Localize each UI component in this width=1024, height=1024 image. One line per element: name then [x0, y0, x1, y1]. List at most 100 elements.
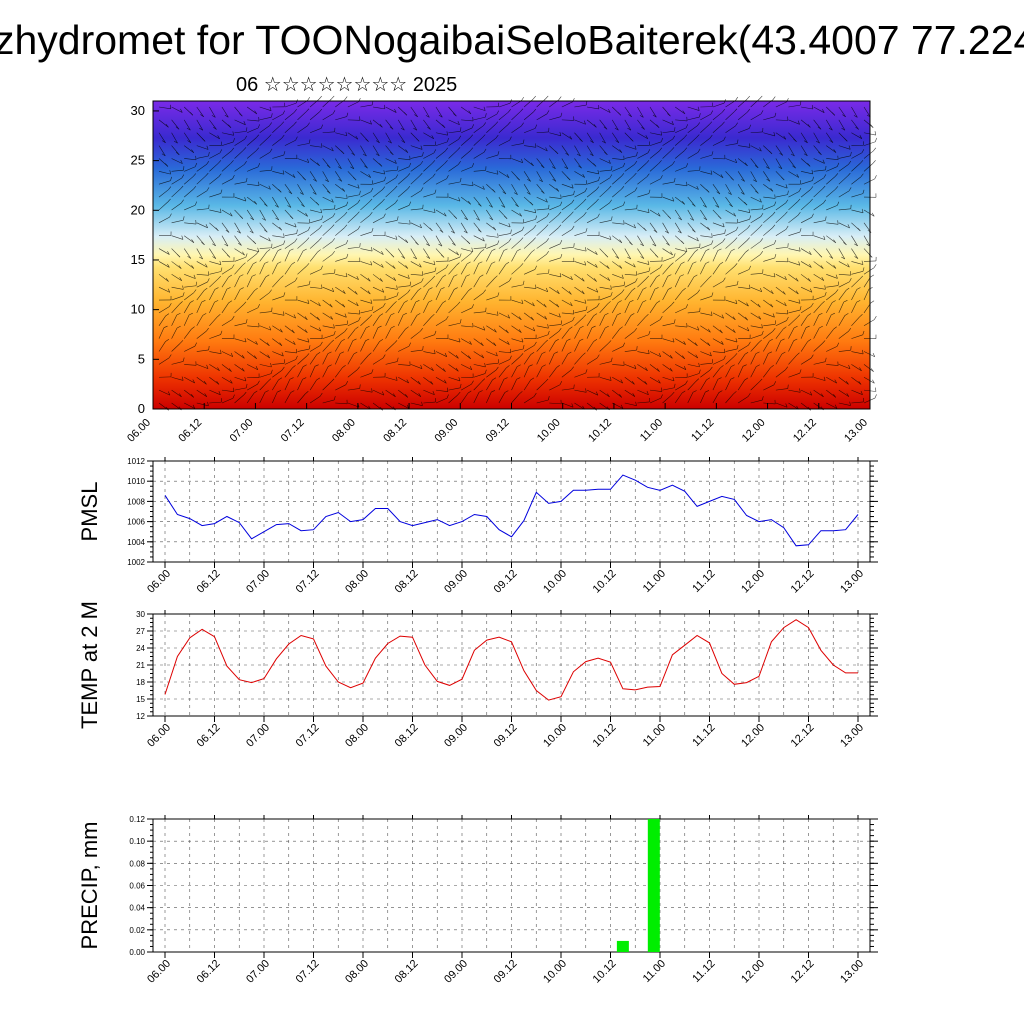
wind-barb	[158, 286, 170, 293]
wind-barb	[737, 111, 748, 121]
wind-barb	[297, 230, 309, 236]
wind-barb	[536, 325, 549, 329]
wind-barb-flag	[191, 149, 195, 153]
wind-barb-flag	[639, 115, 644, 118]
wind-barb	[335, 227, 345, 236]
wind-barb	[246, 209, 255, 221]
wind-barb-flag	[165, 339, 170, 342]
grid	[153, 614, 870, 716]
wind-barb	[523, 111, 534, 121]
wind-barb-flag	[585, 228, 588, 233]
wind-barb	[158, 201, 169, 211]
wind-barb	[473, 222, 482, 233]
wind-barb	[586, 315, 594, 326]
wind-barb	[712, 264, 720, 275]
wind-barb-flag	[685, 304, 689, 309]
wind-barb-flag	[683, 134, 688, 138]
wind-barb	[398, 389, 408, 398]
wind-barb-flag	[407, 173, 411, 177]
wind-barb-flag	[440, 254, 445, 258]
wind-barb-flag	[642, 300, 647, 303]
wind-barb-flag	[281, 366, 285, 371]
wind-barb	[498, 392, 506, 404]
wind-barb	[851, 289, 858, 301]
wind-barb-flag	[316, 316, 320, 321]
wind-barb-flag	[855, 126, 859, 130]
x-tick-label: 07.00	[244, 958, 272, 986]
wind-barb	[435, 288, 442, 301]
wind-barb	[775, 286, 786, 295]
wind-barb-flag	[672, 135, 676, 140]
wind-barb	[561, 229, 573, 236]
x-tick-label: 11.00	[641, 722, 668, 749]
wind-barb	[574, 340, 580, 352]
wind-barb-flag	[513, 192, 518, 195]
wind-barb-flag	[607, 393, 610, 398]
wind-barb-flag	[344, 211, 348, 216]
wind-barb	[737, 184, 745, 195]
wind-barb	[662, 130, 675, 134]
wind-barb	[448, 387, 461, 391]
wind-barb	[184, 145, 195, 153]
wind-barb	[372, 216, 384, 224]
wind-barb-flag	[433, 208, 436, 213]
wind-barb	[775, 202, 786, 211]
wind-barb-flag	[181, 376, 184, 381]
wind-barb-flag	[695, 378, 700, 382]
wind-barb	[788, 274, 799, 282]
wind-barb-flag	[469, 366, 473, 370]
wind-barb-flag	[603, 126, 608, 130]
wind-barb-flag	[546, 250, 549, 255]
wind-barb	[549, 183, 560, 192]
wind-barb-flag	[176, 312, 181, 316]
wind-barb-flag	[785, 225, 789, 230]
wind-barb-flag	[734, 108, 738, 112]
x-tick-label: 13.00	[838, 958, 866, 986]
wind-barb	[272, 379, 279, 391]
x-tick-label: 06.12	[195, 722, 223, 750]
wind-barb-flag	[205, 263, 208, 268]
wind-barb-flag	[356, 275, 359, 280]
wind-barb-flag	[243, 121, 246, 125]
wind-barb-flag	[376, 140, 380, 144]
wind-barb	[788, 145, 795, 157]
wind-barb	[498, 222, 511, 228]
wind-barb-flag	[226, 287, 231, 290]
wind-barb-flag	[471, 380, 474, 385]
wind-barb-flag	[205, 327, 209, 332]
wind-barb	[725, 299, 738, 304]
wind-barb-flag	[200, 114, 204, 118]
wind-barb	[322, 381, 332, 391]
wind-barb	[372, 315, 380, 326]
wind-barb	[297, 348, 310, 352]
wind-barb-flag	[670, 262, 674, 266]
wind-barb-flag	[307, 226, 311, 231]
wind-barb	[234, 222, 241, 234]
wind-barb	[687, 196, 696, 207]
wind-barb	[209, 289, 216, 301]
wind-barb-flag	[654, 254, 659, 258]
wind-barb	[662, 394, 672, 404]
wind-barb	[700, 171, 713, 175]
wind-barb-flag	[552, 178, 557, 182]
wind-barb-flag	[468, 110, 472, 115]
wind-barb-flag	[419, 172, 423, 177]
wind-barb-flag	[721, 340, 724, 345]
wind-barb-flag	[566, 338, 571, 341]
wind-barb	[800, 261, 812, 268]
wind-barb-flag	[734, 237, 738, 241]
wind-barb	[775, 320, 787, 327]
wind-barb	[637, 401, 650, 404]
wind-barb	[385, 132, 392, 144]
wind-barb-flag	[735, 158, 738, 163]
wind-barb	[750, 184, 759, 194]
wind-barb	[624, 222, 636, 229]
wind-barb-flag	[468, 200, 471, 205]
wind-barb	[511, 379, 517, 391]
wind-barb	[360, 286, 371, 295]
wind-barb-flag	[355, 135, 359, 140]
wind-barb-flag	[506, 174, 510, 178]
wind-barb-flag	[746, 95, 750, 100]
wind-barb-flag	[532, 327, 536, 332]
wind-barb	[448, 289, 455, 301]
